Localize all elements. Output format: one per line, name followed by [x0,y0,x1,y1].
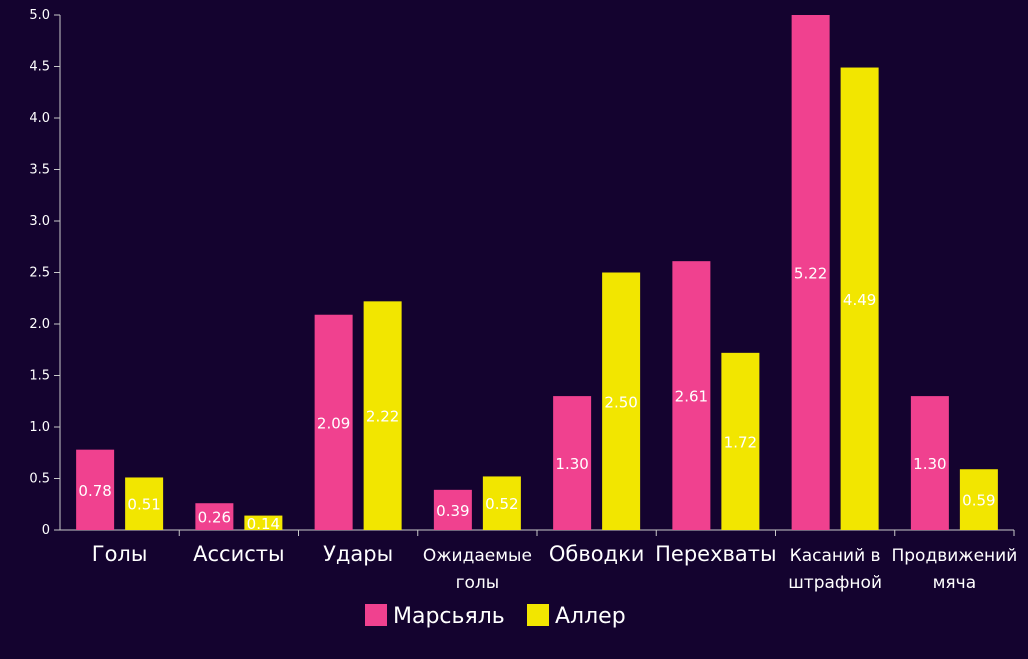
legend-label-aller: Аллер [555,604,626,629]
bar-value-label: 0.78 [78,482,111,500]
bar-aller [125,477,164,530]
bar-value-label: 1.30 [913,455,946,473]
bar-aller [959,469,998,530]
bar-aller [840,67,879,530]
y-tick-label: 4.5 [29,60,50,75]
y-tick-label: 2.0 [29,317,50,332]
bar-martial [195,503,234,530]
category-label: Перехваты [655,542,776,566]
bar-value-label: 2.09 [317,414,350,432]
bar-aller [363,301,402,530]
bar-martial [910,396,949,530]
bar-martial [76,449,115,530]
y-tick-label: 0 [42,523,50,538]
bar-martial [791,15,830,530]
y-tick-label: 3.5 [29,163,50,178]
category-label: штрафной [788,573,882,593]
y-tick-label: 5.0 [29,8,50,23]
bar-aller [244,515,283,530]
bar-value-label: 2.50 [604,393,637,411]
bar-value-label: 0.59 [962,492,995,510]
legend: Марсьяль Аллер [365,604,626,629]
y-tick-label: 0.5 [29,472,50,487]
bar-value-label: 0.39 [436,502,469,520]
category-label: Продвижений [891,546,1017,566]
category-label: голы [456,573,500,593]
bar-value-label: 1.30 [555,455,588,473]
category-label: Обводки [549,542,645,566]
bar-martial [672,261,711,530]
bar-value-label: 5.22 [794,265,827,283]
bar-value-label: 0.26 [198,509,231,527]
bar-value-label: 4.49 [843,291,876,309]
bar-aller [602,272,641,530]
y-tick-label: 3.0 [29,214,50,229]
category-labels: Голы Ассисты Удары Ожидаемые голы Обводки Пере… [92,542,1017,593]
category-label: Ассисты [193,542,284,566]
bar-martial [553,396,592,530]
category-label: мяча [933,573,977,593]
bar-martial [314,314,353,530]
bar-martial [433,489,472,530]
legend-swatch-martial [365,604,387,626]
bar-value-label: 2.61 [675,388,708,406]
category-label: Удары [323,542,393,566]
bar-value-label: 0.51 [127,496,160,514]
bar-aller [482,476,521,530]
category-label: Ожидаемые [423,546,532,566]
y-tick-label: 1.0 [29,420,50,435]
bar-value-label: 0.14 [247,515,280,533]
bar-aller [721,352,760,530]
legend-swatch-aller [527,604,549,626]
bar-value-label: 0.52 [485,495,518,513]
category-label: Голы [92,542,148,566]
legend-label-martial: Марсьяль [393,604,505,629]
chart-bars: 0.78 0.51 0.26 0.14 2.09 2.22 0.39 0.52 1.30 2.50… [76,15,998,533]
category-label: Касаний в [790,546,881,566]
bar-value-label: 2.22 [366,408,399,426]
bar-value-label: 1.72 [724,433,757,451]
y-tick-label: 2.5 [29,266,50,281]
y-tick-label: 1.5 [29,369,50,384]
y-tick-label: 4.0 [29,111,50,126]
